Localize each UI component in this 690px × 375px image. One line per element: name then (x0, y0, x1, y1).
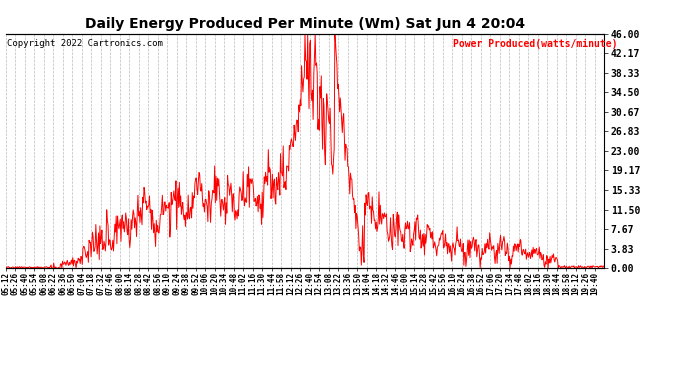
Title: Daily Energy Produced Per Minute (Wm) Sat Jun 4 20:04: Daily Energy Produced Per Minute (Wm) Sa… (85, 17, 524, 31)
Text: Power Produced(watts/minute): Power Produced(watts/minute) (453, 39, 618, 50)
Text: Copyright 2022 Cartronics.com: Copyright 2022 Cartronics.com (7, 39, 163, 48)
